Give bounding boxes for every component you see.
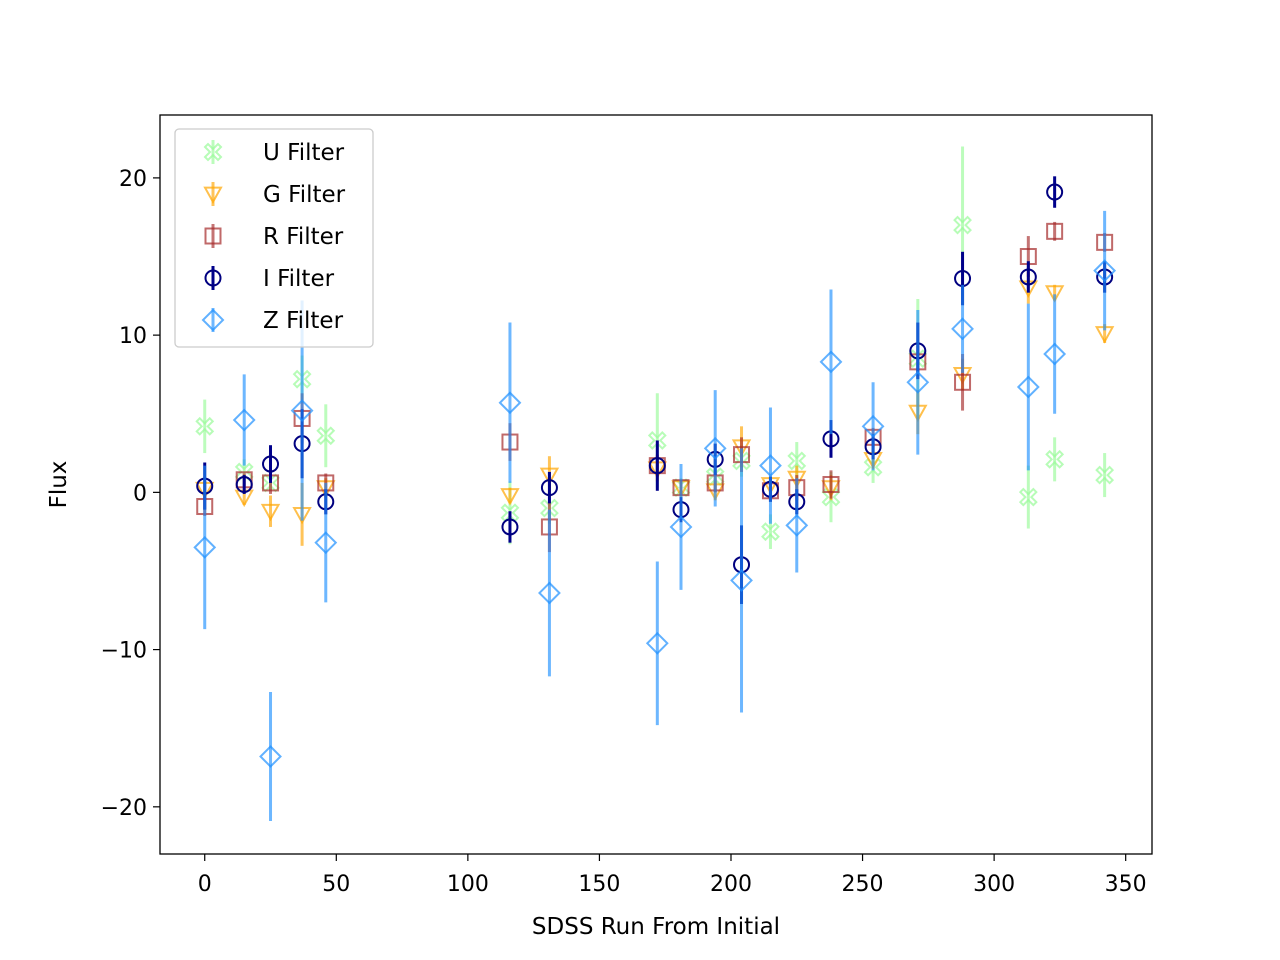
data-point	[669, 515, 693, 539]
data-point	[951, 317, 974, 341]
data-point	[761, 522, 780, 542]
axes-frame	[159, 114, 1153, 855]
y-tick-label: −20	[101, 796, 147, 821]
data-point	[787, 451, 807, 471]
legend-label: G Filter	[263, 182, 346, 208]
data-point	[819, 350, 843, 374]
y-axis-label: Flux	[46, 461, 72, 509]
legend-marker	[204, 269, 222, 287]
data-point	[235, 476, 253, 493]
data-point	[1019, 268, 1037, 286]
x-tick-label: 200	[710, 872, 752, 897]
legend: U Filter G Filter R Filter I Filter Z Filter	[174, 128, 374, 348]
y-tick-label: 10	[119, 324, 147, 349]
plot-marks	[193, 146, 1117, 821]
data-point	[645, 631, 669, 655]
x-tick-label: 100	[447, 872, 489, 897]
data-point	[262, 455, 280, 473]
data-point	[1044, 285, 1065, 303]
legend-label: U Filter	[263, 140, 345, 166]
x-tick-label: 250	[842, 872, 884, 897]
x-axis: 0 50 100 150 200 250 300 350	[198, 854, 1147, 897]
legend-marker	[203, 186, 223, 205]
legend-marker	[203, 142, 223, 162]
y-axis: −20 −10 0 10 20	[101, 167, 160, 821]
data-point	[1018, 487, 1038, 507]
data-point	[1046, 222, 1064, 240]
x-tick-label: 350	[1105, 872, 1147, 897]
legend-marker	[201, 308, 225, 332]
x-tick-label: 0	[198, 872, 212, 897]
data-point	[501, 518, 519, 536]
data-point	[1016, 375, 1040, 399]
data-point	[1046, 183, 1064, 201]
data-point	[540, 479, 558, 497]
data-point	[785, 513, 809, 537]
data-point	[861, 414, 885, 438]
data-point	[1093, 259, 1117, 283]
data-point	[259, 745, 282, 768]
data-point	[906, 370, 930, 394]
data-point	[648, 457, 666, 475]
data-point	[954, 373, 972, 391]
data-point	[539, 467, 560, 486]
legend-box	[174, 128, 374, 348]
data-point	[498, 391, 522, 415]
x-tick-label: 150	[578, 872, 620, 897]
x-tick-label: 300	[973, 872, 1015, 897]
legend-label: I Filter	[263, 266, 335, 292]
x-axis-label: SDSS Run From Initial	[532, 914, 780, 940]
data-point	[500, 488, 520, 506]
legend-label: Z Filter	[263, 308, 344, 334]
data-point	[538, 581, 561, 605]
data-point	[647, 431, 667, 450]
data-point	[232, 408, 256, 432]
series-z-filter	[193, 210, 1117, 821]
data-point	[787, 470, 807, 489]
y-tick-label: 0	[133, 481, 147, 506]
y-tick-label: −10	[101, 639, 147, 664]
data-point	[314, 531, 338, 555]
legend-label: R Filter	[263, 224, 344, 250]
data-point	[500, 503, 520, 523]
data-point	[730, 568, 753, 592]
data-point	[260, 503, 281, 522]
data-point	[1043, 342, 1067, 366]
data-point	[195, 416, 215, 436]
data-point	[1095, 465, 1115, 485]
data-point	[1045, 449, 1065, 469]
x-tick-label: 50	[322, 872, 350, 897]
data-point	[193, 535, 217, 559]
data-point	[759, 454, 782, 478]
legend-marker	[204, 227, 222, 245]
data-point	[953, 215, 972, 235]
data-point	[290, 399, 314, 423]
data-point	[822, 476, 840, 493]
data-point	[703, 436, 727, 460]
y-tick-label: 20	[119, 167, 147, 192]
data-point	[316, 426, 336, 446]
